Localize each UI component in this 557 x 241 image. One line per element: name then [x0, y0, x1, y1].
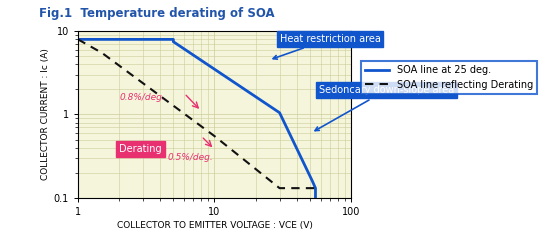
Text: 0.5%/deg.: 0.5%/deg.: [167, 154, 213, 162]
Text: Derating: Derating: [119, 144, 162, 154]
Y-axis label: COLLECTOR CURRENT : Ic (A): COLLECTOR CURRENT : Ic (A): [41, 48, 50, 181]
Text: Fig.1  Temperature derating of SOA: Fig.1 Temperature derating of SOA: [39, 7, 275, 20]
X-axis label: COLLECTOR TO EMITTER VOLTAGE : VCE (V): COLLECTOR TO EMITTER VOLTAGE : VCE (V): [116, 221, 312, 230]
Text: 0.8%/deg.: 0.8%/deg.: [119, 93, 165, 102]
Text: Sedoncary down-slope area: Sedoncary down-slope area: [315, 85, 454, 131]
Legend: SOA line at 25 deg., SOA line reflecting Derating: SOA line at 25 deg., SOA line reflecting…: [361, 61, 538, 94]
Text: Heat restriction area: Heat restriction area: [273, 34, 380, 59]
